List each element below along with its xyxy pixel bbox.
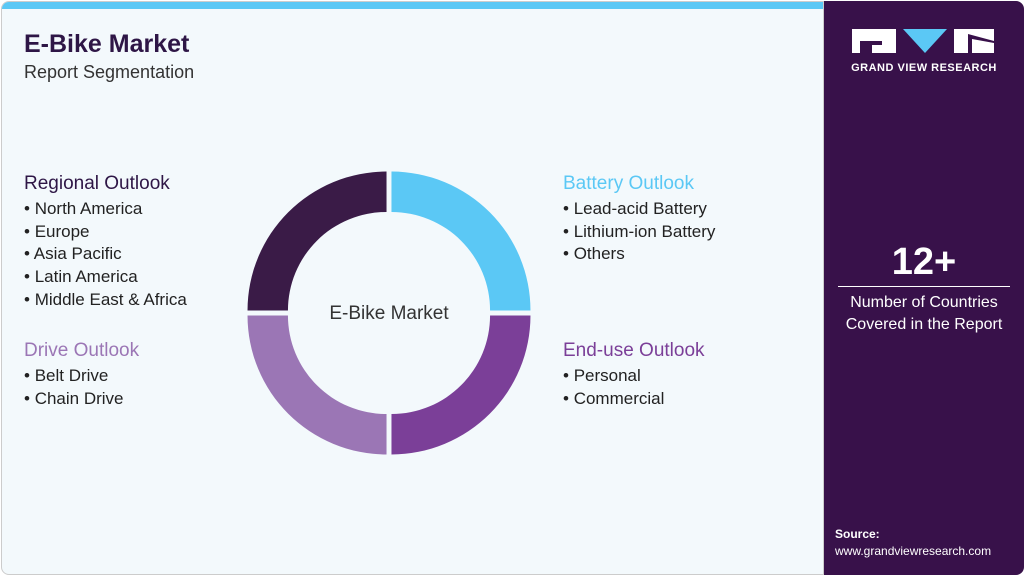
segment-title: End-use Outlook — [563, 340, 705, 361]
source-url[interactable]: www.grandviewresearch.com — [835, 544, 992, 558]
donut-chart — [247, 171, 531, 455]
segment-title: Regional Outlook — [24, 173, 170, 194]
list-item: Personal — [563, 365, 705, 388]
segment-battery: Battery Outlook Lead-acid BatteryLithium… — [563, 173, 715, 266]
donut-segment-regional — [247, 171, 387, 311]
segment-enduse: End-use Outlook PersonalCommercial — [563, 340, 705, 410]
list-item: Asia Pacific — [24, 243, 187, 266]
accent-bar — [2, 2, 823, 9]
donut-segment-battery — [391, 171, 531, 311]
donut-center-label: E-Bike Market — [329, 303, 449, 324]
segment-title: Drive Outlook — [24, 340, 140, 361]
source: Source: www.grandviewresearch.com — [835, 526, 991, 560]
list-item: Commercial — [563, 388, 705, 411]
list-item: Lead-acid Battery — [563, 198, 715, 221]
main-panel: E-Bike Market Report Segmentation Region… — [1, 1, 824, 575]
segment-regional: Regional Outlook North AmericaEuropeAsia… — [24, 173, 187, 312]
list-item: Belt Drive — [24, 365, 139, 388]
list-item: Middle East & Africa — [24, 289, 187, 312]
divider — [838, 286, 1010, 287]
source-label: Source: — [835, 527, 880, 541]
list-item: Latin America — [24, 266, 187, 289]
list-item: Chain Drive — [24, 388, 139, 411]
stat-label: Number of Countries Covered in the Repor… — [845, 294, 1003, 333]
list-item: North America — [24, 198, 187, 221]
donut-segment-drive — [247, 315, 387, 455]
page-subtitle: Report Segmentation — [24, 62, 195, 82]
page-title: E-Bike Market — [24, 30, 190, 58]
segment-title: Battery Outlook — [563, 173, 694, 194]
stat-value: 12+ — [891, 241, 957, 283]
list-item: Others — [563, 243, 715, 266]
list-item: Lithium-ion Battery — [563, 221, 716, 244]
list-item: Europe — [24, 221, 187, 244]
gvr-logo — [852, 29, 994, 53]
donut-segment-enduse — [391, 315, 531, 455]
sidebar: GRAND VIEW RESEARCH 12+ Number of Countr… — [824, 1, 1024, 575]
segment-drive: Drive Outlook Belt DriveChain Drive — [24, 340, 139, 410]
brand-name: GRAND VIEW RESEARCH — [851, 62, 997, 74]
